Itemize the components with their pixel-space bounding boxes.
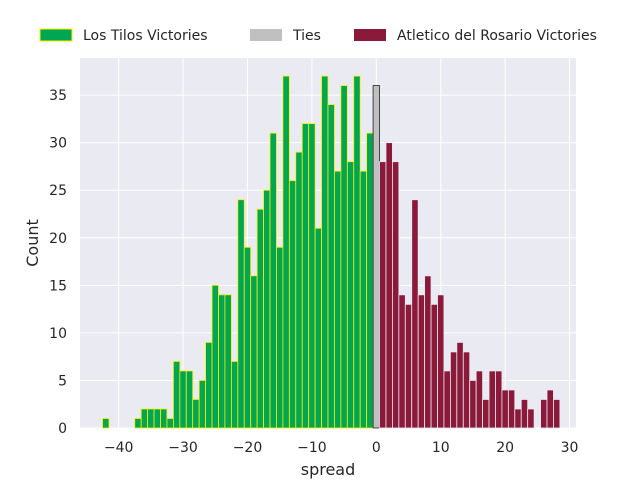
bar-series-2 (527, 408, 535, 429)
bar-series-2 (392, 161, 400, 429)
y-tick-label: 20 (49, 231, 67, 247)
bar-series-2 (430, 303, 438, 429)
bar-series-0 (301, 123, 310, 429)
bar-series-2 (424, 275, 432, 429)
bar-series-0 (205, 341, 213, 429)
bar-series-0 (147, 408, 155, 429)
bar-series-0 (353, 75, 361, 429)
bar-series-0 (173, 361, 181, 429)
x-tick-labels: −40 −30 −20 −10 0 10 20 30 (104, 440, 579, 456)
bar-series-2 (462, 351, 471, 429)
bar-series-0 (295, 151, 303, 429)
legend-label-atletico: Atletico del Rosario Victories (397, 28, 597, 44)
x-tick-label: −20 (233, 440, 263, 456)
bar-series-2 (514, 408, 522, 429)
bar-series-2 (482, 399, 490, 429)
bar-series-0 (308, 123, 316, 429)
bar-series-2 (495, 370, 503, 429)
bar-series-2 (540, 399, 548, 429)
bar-series-0 (224, 294, 232, 429)
bar-series-2 (417, 294, 426, 429)
bar-series-0 (218, 294, 226, 429)
legend-swatch-los-tilos (39, 28, 73, 42)
bar-series-0 (102, 418, 110, 429)
legend: Los Tilos Victories Ties Atletico del Ro… (39, 28, 597, 44)
y-tick-label: 25 (49, 183, 67, 199)
bar-series-1 (372, 85, 380, 429)
y-tick-label: 5 (58, 373, 67, 389)
bar-series-2 (379, 161, 387, 429)
bar-series-0 (327, 104, 335, 429)
bar-series-0 (334, 170, 342, 429)
bar-series-0 (366, 132, 374, 429)
bar-series-0 (256, 208, 264, 429)
bar-series-0 (359, 170, 368, 429)
bar-series-2 (520, 399, 529, 429)
bar-series-2 (501, 389, 509, 429)
x-tick-label: −10 (297, 440, 327, 456)
bar-series-0 (179, 370, 187, 429)
bar-series-0 (140, 408, 149, 429)
bar-series-0 (198, 380, 207, 429)
bar-series-0 (192, 399, 200, 429)
legend-swatch-atletico (354, 29, 386, 41)
y-tick-label: 10 (49, 326, 67, 342)
bar-series-0 (282, 75, 290, 429)
x-tick-label: 20 (496, 440, 514, 456)
bar-series-0 (134, 418, 142, 429)
bar-series-2 (411, 199, 419, 429)
bars-group (102, 75, 561, 429)
bar-series-0 (276, 246, 284, 429)
y-axis-label: Count (23, 219, 42, 267)
x-tick-label: −30 (168, 440, 198, 456)
bar-series-0 (160, 408, 168, 429)
bar-series-0 (237, 199, 245, 429)
bar-series-2 (553, 399, 561, 429)
bar-series-0 (314, 227, 322, 429)
bar-series-0 (250, 275, 258, 429)
bar-series-2 (443, 370, 451, 429)
bar-series-0 (185, 370, 194, 429)
bar-series-2 (398, 294, 406, 429)
x-tick-label: 30 (561, 440, 579, 456)
bar-series-2 (475, 370, 483, 429)
bar-series-2 (469, 380, 477, 429)
bar-series-2 (488, 370, 496, 429)
legend-swatch-ties (250, 29, 282, 41)
bar-series-2 (546, 389, 554, 429)
bar-series-0 (243, 246, 252, 429)
bar-series-0 (321, 75, 329, 429)
bar-series-0 (263, 189, 271, 429)
bar-series-0 (153, 408, 161, 429)
x-axis-label: spread (301, 460, 356, 479)
y-tick-label: 35 (49, 88, 67, 104)
y-tick-label: 15 (49, 278, 67, 294)
bar-series-0 (166, 418, 174, 429)
x-tick-label: 0 (372, 440, 381, 456)
y-tick-label: 30 (49, 136, 67, 152)
legend-label-ties: Ties (292, 28, 321, 44)
bar-series-2 (404, 303, 413, 429)
legend-label-los-tilos: Los Tilos Victories (83, 28, 208, 44)
bar-series-2 (456, 341, 464, 429)
bar-series-0 (346, 161, 355, 429)
bar-series-0 (230, 361, 239, 429)
y-tick-label: 0 (58, 421, 67, 437)
x-tick-label: 10 (432, 440, 450, 456)
bar-series-2 (449, 351, 458, 429)
bar-series-2 (385, 142, 393, 429)
y-tick-labels: 0 5 10 15 20 25 30 35 (49, 88, 67, 437)
bar-series-0 (288, 180, 297, 429)
bar-series-0 (269, 132, 277, 429)
bar-series-0 (211, 284, 219, 429)
bar-series-2 (437, 294, 445, 429)
bar-series-2 (507, 389, 516, 429)
x-tick-label: −40 (104, 440, 134, 456)
bar-series-0 (340, 85, 348, 429)
